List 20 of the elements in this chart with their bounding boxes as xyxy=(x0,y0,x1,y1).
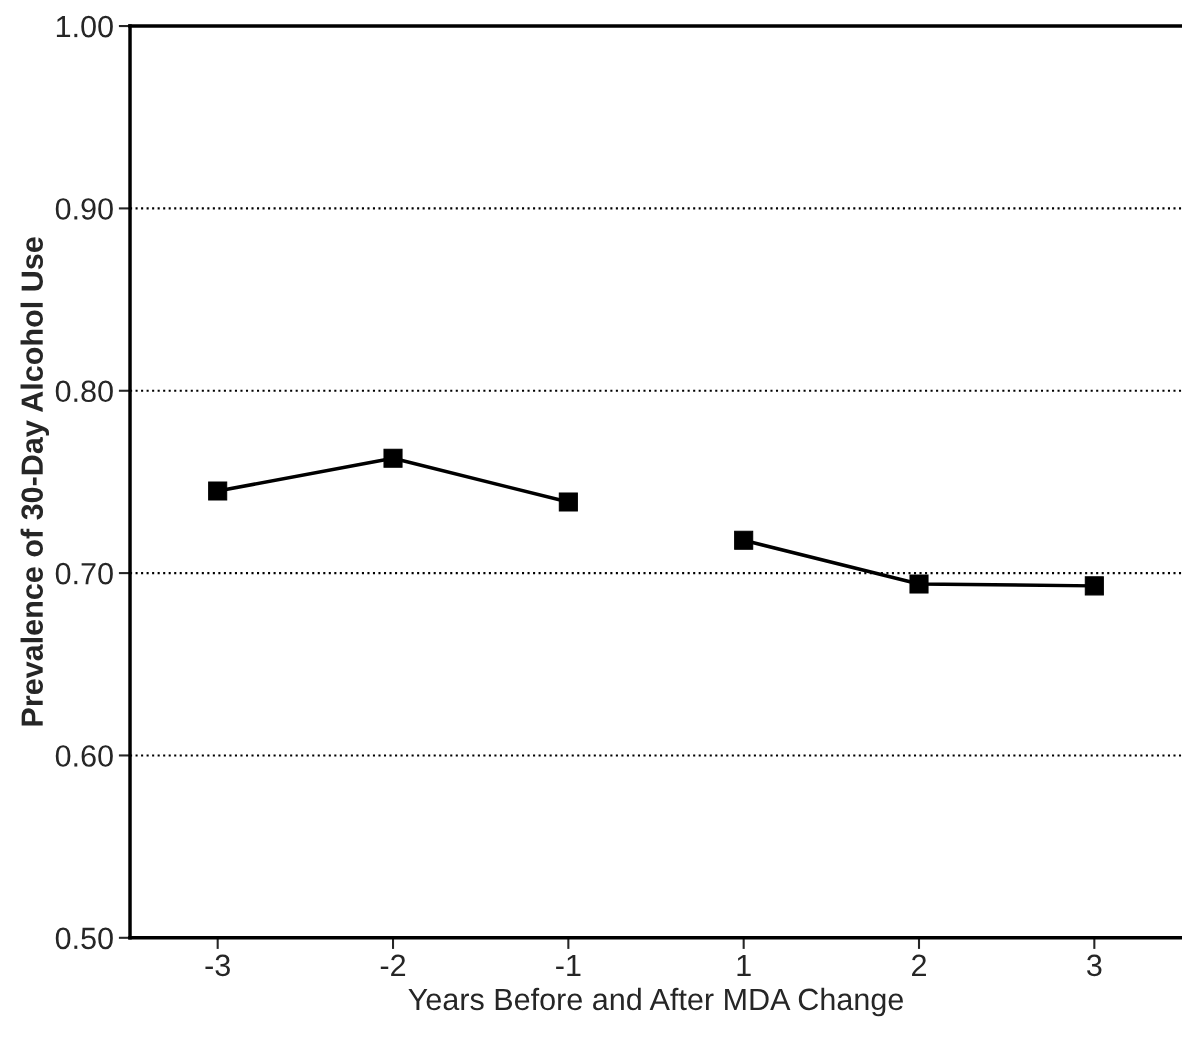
x-tick-label: 3 xyxy=(1087,954,1102,977)
point xyxy=(558,492,578,512)
y-tick-label: 0.60 xyxy=(55,745,113,767)
x-tick-label: 2 xyxy=(912,954,926,976)
point xyxy=(909,574,929,594)
y-tick-label: 1.00 xyxy=(56,15,113,38)
y-axis-title: Prevalence of 30-Day Alcohol Use xyxy=(20,237,50,726)
x-axis-title: Years Before and After MDA Change xyxy=(408,987,903,1017)
point xyxy=(383,448,403,468)
y-tick-label: 0.50 xyxy=(55,927,113,950)
x-tick-label: -3 xyxy=(205,954,230,977)
point xyxy=(734,530,754,550)
point xyxy=(1084,576,1104,596)
y-tick-label: 0.90 xyxy=(55,198,113,220)
y-tick-label: 0.70 xyxy=(55,562,113,585)
x-tick-label: -2 xyxy=(380,954,406,976)
y-tick-label: 0.80 xyxy=(55,380,113,403)
x-tick-label: 1 xyxy=(737,954,751,976)
point xyxy=(208,481,228,501)
x-tick-label: -1 xyxy=(556,954,581,976)
